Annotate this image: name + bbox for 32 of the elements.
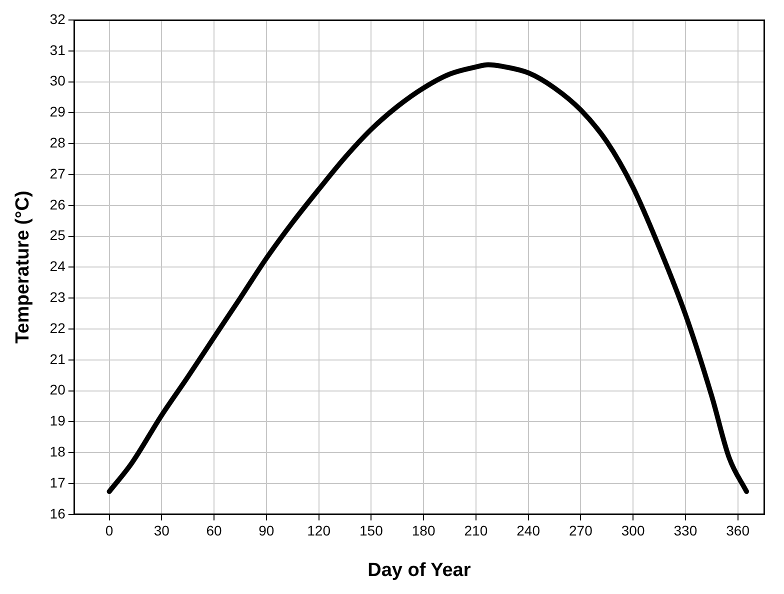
- x-tick-label: 240: [516, 522, 540, 539]
- y-tick-label: 25: [50, 227, 66, 244]
- y-tick-label: 24: [50, 258, 66, 274]
- y-tick-label: 30: [50, 72, 66, 89]
- y-tick-label: 28: [50, 134, 66, 150]
- x-tick-label: 150: [359, 522, 384, 539]
- y-tick-label: 29: [50, 104, 66, 120]
- x-tick-label: 300: [621, 522, 645, 539]
- y-tick-label: 20: [50, 382, 66, 398]
- y-tick-label: 27: [50, 165, 66, 182]
- y-tick-label: 32: [50, 10, 66, 27]
- y-tick-label: 19: [50, 412, 66, 429]
- y-tick-label: 22: [50, 320, 66, 336]
- y-tick-label: 31: [50, 42, 66, 58]
- x-axis-title: Day of Year: [368, 560, 472, 581]
- x-tick-label: 180: [412, 522, 436, 539]
- x-tick-label: 30: [154, 522, 170, 539]
- y-tick-label: 18: [50, 443, 66, 460]
- x-tick-label: 210: [464, 522, 488, 539]
- x-tick-label: 270: [569, 522, 593, 539]
- x-tick-label: 360: [726, 522, 750, 539]
- x-tick-label: 0: [105, 522, 114, 539]
- y-tick-label: 26: [50, 196, 66, 212]
- y-tick-label: 21: [50, 350, 66, 367]
- x-tick-label: 120: [307, 522, 331, 539]
- y-tick-label: 16: [50, 505, 66, 522]
- x-tick-label: 330: [674, 522, 698, 539]
- y-axis-title: Temperature (°C): [12, 190, 34, 344]
- y-tick-label: 17: [50, 474, 66, 490]
- x-tick-label: 90: [258, 522, 274, 539]
- x-tick-label: 60: [206, 522, 222, 539]
- y-tick-label: 23: [50, 288, 66, 305]
